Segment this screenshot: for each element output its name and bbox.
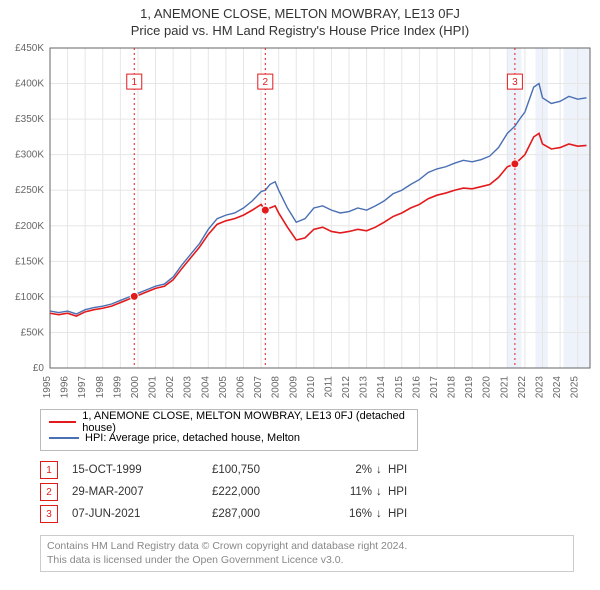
svg-text:£300K: £300K [15,150,44,161]
svg-text:2016: 2016 [411,376,422,398]
svg-text:3: 3 [512,77,518,88]
title-address: 1, ANEMONE CLOSE, MELTON MOWBRAY, LE13 0… [0,6,600,21]
chart-titles: 1, ANEMONE CLOSE, MELTON MOWBRAY, LE13 0… [0,0,600,38]
svg-text:2005: 2005 [218,376,229,398]
sale-price: £100,750 [212,464,322,476]
down-arrow-icon: ↓ [376,486,388,498]
page-container: 1, ANEMONE CLOSE, MELTON MOWBRAY, LE13 0… [0,0,600,572]
svg-text:2001: 2001 [148,376,159,398]
svg-text:2023: 2023 [535,376,546,398]
svg-text:2009: 2009 [288,376,299,398]
svg-text:2011: 2011 [323,376,334,398]
footer-attribution: Contains HM Land Registry data © Crown c… [40,535,574,572]
sale-price: £287,000 [212,508,322,520]
legend-swatch [49,421,76,423]
sale-hpi-label: HPI [388,464,418,476]
svg-text:2025: 2025 [570,376,581,398]
svg-text:2012: 2012 [341,376,352,398]
sale-hpi-label: HPI [388,508,418,520]
svg-text:2006: 2006 [235,376,246,398]
svg-text:2002: 2002 [165,376,176,398]
svg-text:2008: 2008 [271,376,282,398]
svg-text:2013: 2013 [359,376,370,398]
svg-text:1999: 1999 [112,376,123,398]
svg-text:2000: 2000 [130,376,141,398]
svg-text:2: 2 [263,77,269,88]
down-arrow-icon: ↓ [376,508,388,520]
sales-row: 3 07-JUN-2021£287,00016%↓HPI [40,503,600,525]
svg-text:1997: 1997 [77,376,88,398]
footer-line2: This data is licensed under the Open Gov… [47,554,567,568]
legend-swatch [49,437,79,439]
line-chart-svg: £0 £50K £100K £150K £200K £250K £300K £350K £400… [0,38,600,398]
svg-text:£50K: £50K [21,327,45,338]
svg-text:2019: 2019 [464,376,475,398]
sale-date: 29-MAR-2007 [72,486,212,498]
svg-text:2017: 2017 [429,376,440,398]
sale-price: £222,000 [212,486,322,498]
sale-number-box: 3 [40,505,58,523]
footer-line1: Contains HM Land Registry data © Crown c… [47,540,567,554]
svg-text:2021: 2021 [499,376,510,398]
legend-label: HPI: Average price, detached house, Melt… [85,432,300,444]
svg-text:£150K: £150K [15,256,44,267]
down-arrow-icon: ↓ [376,464,388,476]
svg-text:£100K: £100K [15,292,44,303]
sales-row: 1 15-OCT-1999£100,7502%↓HPI [40,459,600,481]
legend-box: 1, ANEMONE CLOSE, MELTON MOWBRAY, LE13 0… [40,409,418,451]
svg-text:2018: 2018 [447,376,458,398]
svg-text:2004: 2004 [200,376,211,398]
svg-text:2022: 2022 [517,376,528,398]
sale-pct: 11% [322,486,376,498]
svg-text:2015: 2015 [394,376,405,398]
svg-text:2024: 2024 [552,376,563,398]
sale-number-box: 2 [40,483,58,501]
title-subtitle: Price paid vs. HM Land Registry's House … [0,23,600,38]
sale-date: 15-OCT-1999 [72,464,212,476]
svg-text:2020: 2020 [482,376,493,398]
svg-text:2007: 2007 [253,376,264,398]
svg-text:£200K: £200K [15,221,44,232]
chart-area: £0 £50K £100K £150K £200K £250K £300K £350K £400… [0,38,600,403]
svg-text:1996: 1996 [60,376,71,398]
svg-text:1: 1 [131,77,137,88]
sale-date: 07-JUN-2021 [72,508,212,520]
svg-text:1998: 1998 [95,376,106,398]
svg-text:2010: 2010 [306,376,317,398]
svg-text:£400K: £400K [15,79,44,90]
svg-text:£0: £0 [33,363,45,374]
svg-text:£350K: £350K [15,114,44,125]
sales-row: 2 29-MAR-2007£222,00011%↓HPI [40,481,600,503]
sales-table: 115-OCT-1999£100,7502%↓HPI229-MAR-2007£2… [40,459,600,525]
legend-label: 1, ANEMONE CLOSE, MELTON MOWBRAY, LE13 0… [82,410,409,434]
svg-text:2003: 2003 [183,376,194,398]
svg-text:£250K: £250K [15,185,44,196]
svg-text:2014: 2014 [376,376,387,398]
sale-pct: 2% [322,464,376,476]
sale-hpi-label: HPI [388,486,418,498]
sale-number-box: 1 [40,461,58,479]
legend-row: 1, ANEMONE CLOSE, MELTON MOWBRAY, LE13 0… [49,414,409,430]
svg-text:1995: 1995 [42,376,53,398]
svg-text:£450K: £450K [15,43,44,54]
sale-pct: 16% [322,508,376,520]
